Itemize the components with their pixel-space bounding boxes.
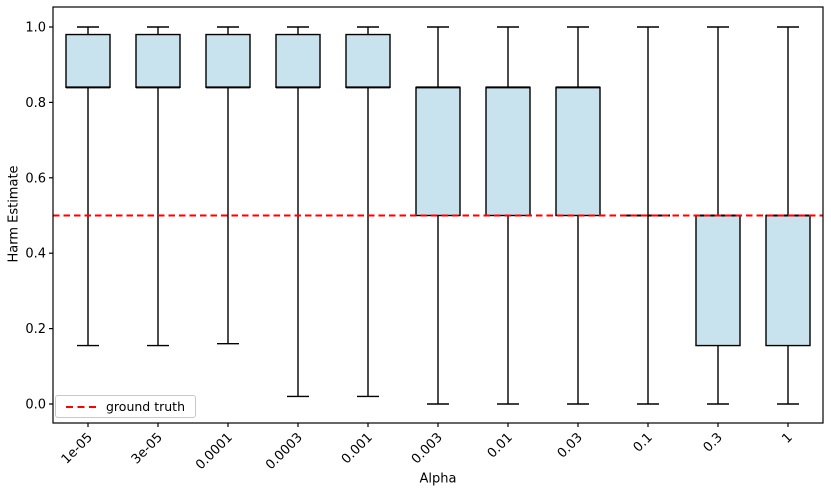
x-tick-label: 3e-05 — [129, 430, 166, 467]
box-0.03 — [555, 26, 601, 405]
y-tick-label: 0.2 — [25, 322, 46, 337]
y-tick-label: 1.0 — [25, 21, 46, 36]
x-tick-label: 0.001 — [339, 430, 376, 467]
x-tick-label: 0.003 — [409, 430, 446, 467]
x-tick-label: 0.03 — [555, 430, 586, 461]
x-tick-label: 0.3 — [701, 430, 726, 455]
box-rect — [415, 86, 461, 217]
box-0.0003 — [275, 26, 321, 398]
y-tick-label: 0.8 — [25, 96, 46, 111]
x-tick-label: 1e-05 — [59, 430, 96, 467]
y-tick-label: 0.0 — [25, 398, 46, 413]
box-1 — [765, 26, 811, 405]
box-0.003 — [415, 26, 461, 405]
box-0.01 — [485, 26, 531, 405]
x-tick-label: 0.0001 — [193, 430, 236, 473]
box-rect — [765, 214, 811, 347]
x-axis-title: Alpha — [419, 471, 457, 487]
x-tick-label: 0.1 — [631, 430, 656, 455]
box-0.001 — [345, 26, 391, 398]
box-rect — [275, 33, 321, 89]
x-tick-label: 0.01 — [485, 430, 516, 461]
box-rect — [135, 33, 181, 89]
box-rect — [345, 33, 391, 89]
box-rect — [65, 33, 111, 89]
x-tick-label: 1 — [779, 430, 795, 446]
y-tick-label: 0.4 — [25, 247, 46, 262]
x-tick-label: 0.0003 — [263, 430, 306, 473]
box-0.3 — [695, 26, 741, 405]
box-1e-05 — [65, 26, 111, 347]
box-rect — [485, 86, 531, 217]
legend-label: ground truth — [106, 399, 185, 414]
box-3e-05 — [135, 26, 181, 347]
box-rect — [555, 86, 601, 217]
y-tick-label: 0.6 — [25, 171, 46, 186]
ground-truth-dash-icon — [66, 405, 97, 408]
y-axis-title: Harm Estimate — [6, 165, 22, 263]
box-rect — [695, 214, 741, 347]
box-rect — [205, 33, 251, 89]
box-0.0001 — [205, 26, 251, 345]
legend: ground truth — [55, 395, 196, 418]
